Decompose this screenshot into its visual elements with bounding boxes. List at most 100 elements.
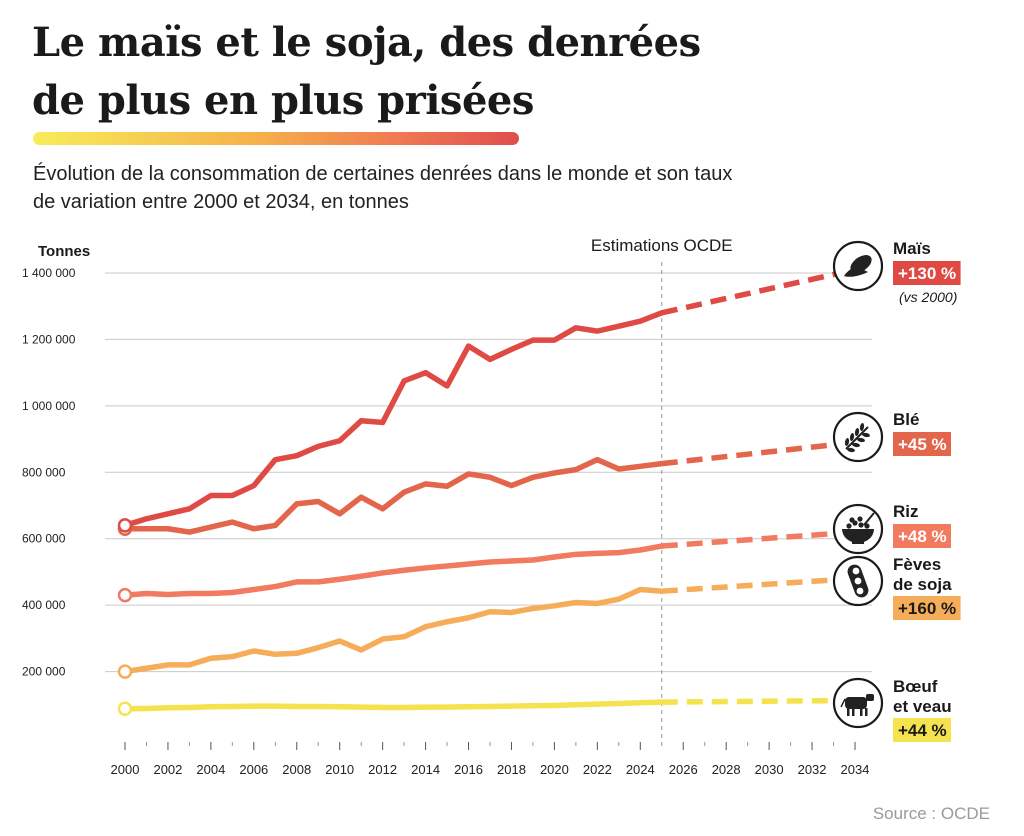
wheat-grain xyxy=(859,423,865,431)
y-tick-label: 400 000 xyxy=(22,598,66,612)
bowl xyxy=(842,529,874,543)
x-tick-label: 2034 xyxy=(841,762,870,777)
x-tick-label: 2012 xyxy=(368,762,397,777)
x-tick-label: 2014 xyxy=(411,762,440,777)
wheat-grain xyxy=(862,432,870,438)
y-tick-label: 1 400 000 xyxy=(22,266,76,280)
series-start-marker xyxy=(117,664,133,679)
change-badge-text: +44 % xyxy=(898,721,947,740)
x-tick-label: 2024 xyxy=(626,762,655,777)
cow-leg xyxy=(852,708,855,716)
change-badge xyxy=(893,524,951,548)
chart-subtitle: Évolution de la consommation de certaine… xyxy=(33,160,933,216)
x-tick-label: 2026 xyxy=(669,762,698,777)
rice-grain xyxy=(858,522,864,528)
bowl-foot xyxy=(852,541,864,544)
series-name: Maïs xyxy=(893,239,931,258)
rice-grain xyxy=(857,516,863,522)
title-gradient-underline xyxy=(33,132,519,145)
series-name-line2: et veau xyxy=(893,697,952,716)
series-wheat xyxy=(117,439,856,536)
series-name: Blé xyxy=(893,410,919,429)
series-rice-bowl xyxy=(117,529,856,603)
change-badge xyxy=(893,261,961,285)
series-start-marker xyxy=(117,701,133,717)
series-name-line1: Fèves xyxy=(893,555,941,574)
y-tick-label: 800 000 xyxy=(22,465,66,479)
wheat-grain xyxy=(857,437,865,443)
x-tick-label: 2010 xyxy=(325,762,354,777)
y-tick-label: 600 000 xyxy=(22,532,66,546)
series-start-marker xyxy=(117,587,133,603)
series-projection-line xyxy=(661,439,856,467)
cow-leg xyxy=(860,708,863,716)
series-projection-line xyxy=(661,529,856,549)
series-line xyxy=(122,456,665,535)
series-start-marker xyxy=(117,518,133,533)
series-soybean xyxy=(117,575,856,679)
rice-grain xyxy=(849,517,855,523)
y-tick-label: 200 000 xyxy=(22,665,66,679)
series-cow xyxy=(117,697,856,717)
y-tick-label: 1 000 000 xyxy=(22,399,76,413)
x-tick-label: 2028 xyxy=(712,762,741,777)
cow-head xyxy=(866,694,874,701)
series-line xyxy=(122,586,665,675)
series-corn xyxy=(117,266,856,533)
source-credit: Source : OCDE xyxy=(872,804,990,823)
rice-grain xyxy=(846,523,852,529)
series-name-line2: de soja xyxy=(893,575,952,594)
end-label-corn: Maïs +130 % (vs 2000) xyxy=(832,239,961,305)
y-axis-label: Tonnes xyxy=(38,243,90,260)
projection-label: Estimations OCDE xyxy=(591,236,733,255)
x-tick-label: 2022 xyxy=(583,762,612,777)
rice-grain xyxy=(864,523,870,529)
change-badge-text: +45 % xyxy=(898,435,947,454)
wheat-grain xyxy=(854,428,860,436)
cow-tail xyxy=(840,698,846,708)
wheat-icon xyxy=(844,423,870,453)
x-tick-label: 2030 xyxy=(755,762,784,777)
soy-bean xyxy=(854,577,862,585)
corn-husk xyxy=(844,268,868,277)
x-tick-label: 2008 xyxy=(282,762,311,777)
change-badge xyxy=(893,718,951,742)
y-tick-label: 1 200 000 xyxy=(22,332,76,346)
x-tick-label: 2006 xyxy=(239,762,268,777)
x-tick-label: 2000 xyxy=(111,762,140,777)
change-badge-text: +130 % xyxy=(898,264,956,283)
cow-icon xyxy=(840,694,874,716)
change-badge-text: +48 % xyxy=(898,527,947,546)
x-tick-label: 2016 xyxy=(454,762,483,777)
series-line xyxy=(122,699,665,712)
x-tick-label: 2020 xyxy=(540,762,569,777)
series-projection-line xyxy=(661,697,856,705)
x-tick-label: 2002 xyxy=(153,762,182,777)
series-name-line1: Bœuf xyxy=(893,677,938,696)
x-tick-label: 2004 xyxy=(196,762,225,777)
cow-leg xyxy=(847,708,850,716)
series-name: Riz xyxy=(893,502,919,521)
corn-icon xyxy=(844,255,872,277)
x-tick-label: 2018 xyxy=(497,762,526,777)
cow-leg xyxy=(865,708,868,716)
wheat-stem xyxy=(845,426,869,450)
chart-title-line1: Le maïs et le soja, des denrées xyxy=(32,19,701,66)
soy-bean xyxy=(856,587,864,595)
chart-subtitle-line1: Évolution de la consommation de certaine… xyxy=(33,163,733,185)
soybean-icon xyxy=(847,564,869,598)
series-projection-line xyxy=(661,575,856,594)
end-label-wheat: Blé +45 % xyxy=(832,410,951,463)
wheat-grain xyxy=(844,438,850,446)
change-badge xyxy=(893,432,951,456)
series-line xyxy=(122,310,665,529)
change-note: (vs 2000) xyxy=(899,289,957,305)
change-badge xyxy=(893,596,961,620)
wheat-grain xyxy=(847,447,855,453)
soy-bean xyxy=(852,567,860,575)
y-gridlines: 200 000 400 000 600 000 800 000 1 000 000 1 2… xyxy=(22,266,872,679)
chart-title-line2: de plus en plus prisées xyxy=(32,77,534,124)
